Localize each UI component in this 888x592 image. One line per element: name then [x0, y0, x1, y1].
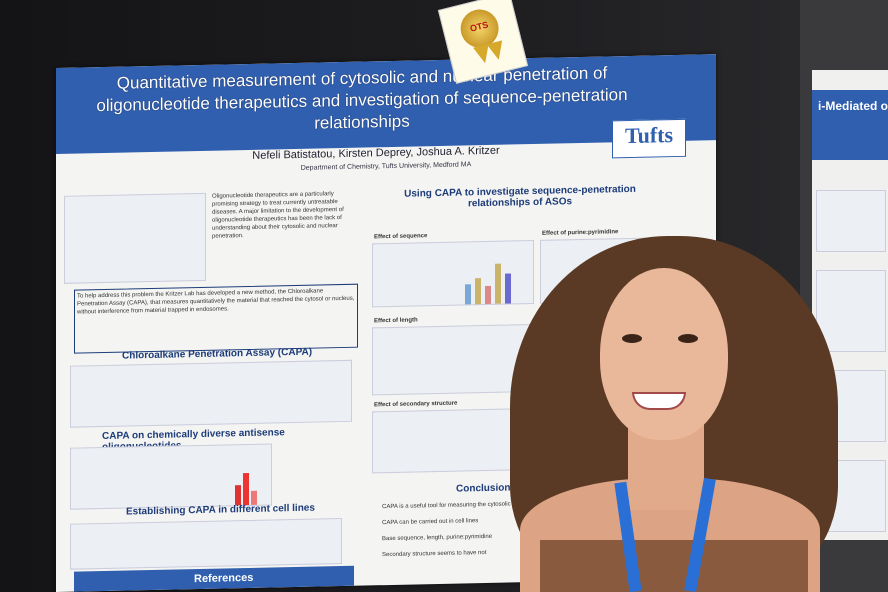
- intro-text: Oligonucleotide therapeutics are a parti…: [212, 191, 344, 240]
- left-eye: [622, 334, 642, 343]
- right-poster-title: i-Mediated of AAV Del: [818, 99, 888, 113]
- sequence-figure: [372, 239, 534, 308]
- capa-description-box: To help address this problem the Kritzer…: [74, 283, 358, 354]
- right-poster-header: [812, 90, 888, 160]
- right-poster-figure: [816, 190, 886, 252]
- ribbon-icon: [486, 40, 507, 62]
- effect-purine-label: Effect of purine:pyrimidine: [542, 229, 619, 237]
- cell-lines-figure: [70, 518, 342, 570]
- poster-affiliation: Department of Chemistry, Tufts Universit…: [300, 161, 472, 172]
- effect-secondary-label: Effect of secondary structure: [374, 400, 458, 409]
- right-eye: [678, 334, 698, 343]
- references-heading: References: [194, 571, 254, 586]
- right-poster-figure: [816, 270, 886, 352]
- tufts-logo: Tufts: [612, 118, 686, 159]
- poster-title: Quantitative measurement of cytosolic an…: [96, 63, 628, 133]
- effect-sequence-label: Effect of sequence: [374, 233, 428, 241]
- capa-figure: [70, 359, 352, 428]
- effect-length-label: Effect of length: [374, 317, 418, 325]
- presenter-top: [540, 540, 808, 592]
- cell-diagram: [64, 192, 206, 284]
- presenter-face: [600, 268, 728, 440]
- chem-diverse-figure: [70, 443, 272, 510]
- sequence-heading: Using CAPA to investigate sequence-penet…: [404, 183, 636, 210]
